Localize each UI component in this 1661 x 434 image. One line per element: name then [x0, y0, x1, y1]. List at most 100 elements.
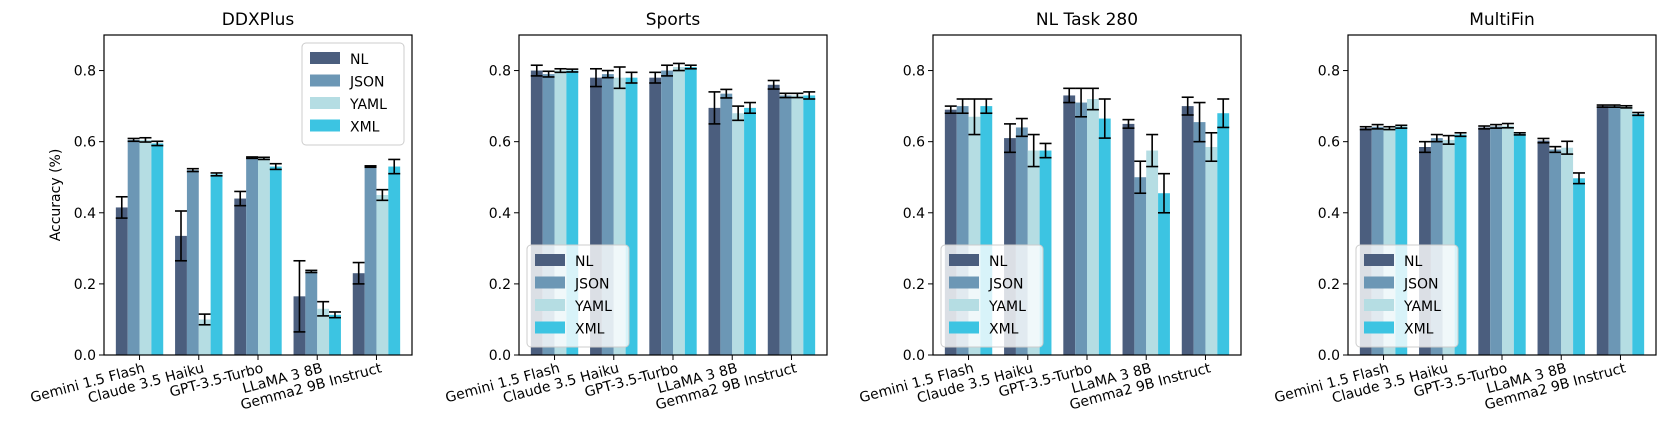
- y-tick-label: 0.2: [74, 277, 96, 293]
- bar-json: [542, 74, 555, 355]
- bar-yaml: [613, 77, 626, 356]
- bar-xml: [151, 143, 164, 355]
- bar-nl: [1359, 128, 1372, 355]
- bar-json: [601, 74, 614, 355]
- bar-nl: [1063, 95, 1076, 355]
- error-bar: [329, 311, 341, 319]
- error-bar: [744, 101, 756, 115]
- y-tick-label: 0.2: [903, 277, 925, 293]
- y-tick-label: 0.0: [903, 348, 925, 364]
- error-bar: [388, 158, 401, 175]
- legend-label: NL: [575, 254, 593, 270]
- error-bar: [1632, 111, 1645, 117]
- legend-label: YAML: [988, 299, 1026, 315]
- bar-json: [186, 170, 199, 355]
- error-bar: [210, 172, 223, 177]
- legend: NL JSON YAML XML: [301, 42, 405, 146]
- error-bar: [649, 71, 662, 84]
- error-bar: [257, 156, 270, 161]
- error-bar: [968, 98, 981, 136]
- panel-title: MultiFin: [1469, 10, 1535, 30]
- legend-label: XML: [350, 120, 380, 136]
- error-bar: [1146, 133, 1159, 168]
- bar-xml: [803, 95, 816, 355]
- legend-label: XML: [575, 322, 605, 338]
- bar-yaml: [1146, 150, 1159, 355]
- bar-xml: [1158, 193, 1170, 355]
- legend-swatch-json: [310, 74, 340, 87]
- error-bar: [1063, 87, 1076, 104]
- bar-yaml: [1502, 125, 1514, 356]
- bar-json: [246, 157, 258, 355]
- error-bar: [1122, 118, 1135, 129]
- error-bar: [293, 259, 306, 333]
- error-bar: [1217, 98, 1230, 129]
- bar-json: [305, 271, 318, 355]
- error-bar: [956, 98, 969, 115]
- bar-xml: [1098, 118, 1111, 355]
- error-bar: [720, 88, 733, 99]
- error-bar: [1501, 122, 1514, 129]
- error-bar: [115, 195, 128, 219]
- bar-xml: [980, 106, 993, 355]
- y-tick-label: 0.2: [1318, 277, 1340, 293]
- bar-xml: [388, 166, 401, 355]
- legend-swatch-nl: [1364, 254, 1394, 266]
- legend-label: NL: [1404, 254, 1422, 270]
- error-bar: [566, 68, 579, 73]
- error-bar: [1454, 131, 1467, 138]
- error-bar: [530, 64, 543, 77]
- bar-yaml: [139, 139, 152, 355]
- bar-yaml: [1561, 147, 1574, 355]
- error-bar: [198, 313, 211, 326]
- bar-nl: [1596, 106, 1609, 355]
- legend-label: NL: [350, 52, 368, 68]
- y-tick-label: 0.6: [903, 135, 925, 151]
- error-bar: [732, 105, 745, 122]
- error-bar: [1075, 87, 1088, 118]
- y-tick-label: 0.4: [489, 206, 511, 222]
- legend-label: JSON: [988, 277, 1024, 293]
- bar-json: [661, 70, 673, 356]
- error-bar: [661, 64, 674, 77]
- error-bar: [625, 71, 638, 84]
- legend: NL JSON YAML XML: [940, 244, 1044, 348]
- y-tick-label: 0.8: [1318, 64, 1340, 80]
- error-bar: [684, 64, 697, 70]
- bar-json: [1075, 102, 1087, 355]
- error-bar: [803, 91, 816, 100]
- error-bar: [1419, 140, 1431, 154]
- y-tick-label: 0.6: [74, 135, 96, 151]
- bar-xml: [1632, 113, 1645, 355]
- error-bar: [376, 188, 389, 202]
- bar-yaml: [376, 195, 389, 355]
- error-bar: [1359, 125, 1372, 131]
- bar-json: [1134, 177, 1147, 355]
- bar-json: [1371, 126, 1384, 355]
- legend-label: XML: [1404, 322, 1434, 338]
- bar-yaml: [317, 308, 330, 355]
- error-bar: [1086, 87, 1099, 111]
- error-bar: [1620, 104, 1633, 109]
- error-bar: [601, 69, 614, 79]
- bar-json: [1608, 106, 1621, 355]
- error-bar: [1181, 96, 1194, 116]
- legend: NL JSON YAML XML: [526, 244, 630, 348]
- bar-yaml: [1383, 128, 1396, 355]
- bar-nl: [234, 198, 247, 355]
- bar-yaml: [732, 113, 745, 355]
- bar-xml: [1454, 134, 1467, 355]
- bar-xml: [1217, 113, 1230, 355]
- legend-label: JSON: [349, 75, 385, 91]
- error-bar: [672, 62, 685, 72]
- legend-label: JSON: [574, 277, 610, 293]
- bar-json: [1549, 149, 1562, 355]
- plot-frame: [932, 34, 1242, 356]
- error-bar: [1371, 123, 1384, 130]
- bar-nl: [175, 235, 187, 355]
- y-tick-label: 0.0: [1318, 348, 1340, 364]
- error-bar: [944, 105, 957, 115]
- error-bar: [139, 136, 152, 143]
- bar-xml: [1039, 150, 1052, 355]
